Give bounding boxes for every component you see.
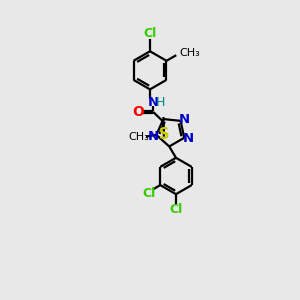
Text: N: N: [183, 132, 194, 145]
Text: N: N: [147, 130, 158, 143]
Text: N: N: [148, 96, 159, 109]
Text: Cl: Cl: [169, 203, 183, 216]
Text: CH₃: CH₃: [129, 132, 149, 142]
Text: N: N: [179, 112, 190, 126]
Text: Cl: Cl: [142, 187, 155, 200]
Text: H: H: [156, 96, 165, 109]
Text: S: S: [159, 127, 169, 142]
Text: O: O: [132, 105, 144, 119]
Text: CH₃: CH₃: [179, 48, 200, 58]
Text: Cl: Cl: [143, 28, 157, 40]
